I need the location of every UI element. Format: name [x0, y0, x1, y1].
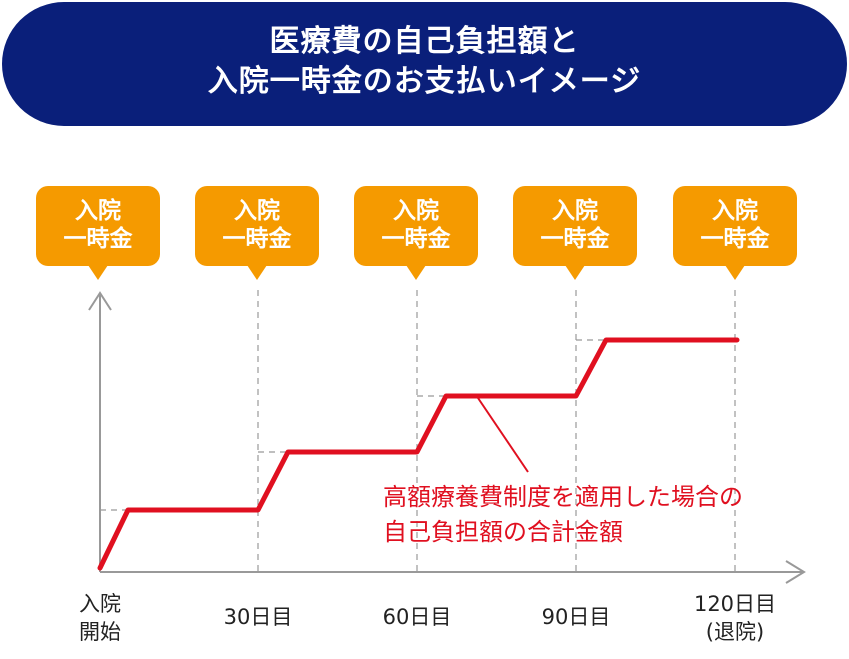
lump-sum-badge-120: 入院 一時金	[673, 186, 797, 280]
x-label-90: 90日目	[521, 603, 631, 631]
badge-line-1: 入院	[552, 198, 598, 224]
title-line-1: 医療費の自己負担額と	[269, 24, 580, 59]
badge-line-1: 入院	[234, 198, 280, 224]
x-label-120-line-2: (退院)	[705, 620, 765, 644]
badge-line-1: 入院	[75, 198, 121, 224]
badge-line-2: 一時金	[63, 226, 133, 252]
y-axis-arrow	[88, 291, 112, 311]
self-pay-total-line	[97, 337, 740, 571]
badge-pointer	[406, 265, 426, 280]
axes	[88, 291, 806, 584]
badge-pointer	[88, 265, 108, 280]
lump-sum-badge-30: 入院 一時金	[195, 186, 319, 280]
badge-pointer	[565, 265, 585, 280]
title-banner: 医療費の自己負担額と 入院一時金のお支払いイメージ	[2, 2, 847, 126]
x-label-30: 30日目	[203, 603, 313, 631]
annotation-leader-line	[477, 397, 529, 473]
badge-line-2: 一時金	[222, 226, 292, 252]
guide-lines	[100, 290, 736, 572]
x-label-60: 60日目	[362, 603, 472, 631]
badge-pointer	[247, 265, 267, 280]
annotation-text: 高額療養費制度を適用した場合の 自己負担額の合計金額	[383, 480, 743, 550]
lump-sum-badge-start: 入院 一時金	[36, 186, 160, 280]
annotation-line-2: 自己負担額の合計金額	[383, 518, 623, 546]
x-label-start: 入院 開始	[45, 590, 155, 646]
x-label-start-line-1: 入院	[79, 592, 121, 616]
x-label-start-line-2: 開始	[79, 620, 121, 644]
badge-line-1: 入院	[393, 198, 439, 224]
badge-line-1: 入院	[712, 198, 758, 224]
x-label-120: 120日目 (退院)	[680, 590, 790, 646]
badge-line-2: 一時金	[700, 226, 770, 252]
x-label-90-line-1: 90日目	[541, 605, 611, 629]
badge-line-2: 一時金	[381, 226, 451, 252]
x-label-60-line-1: 60日目	[382, 605, 452, 629]
badge-pointer	[725, 265, 745, 280]
lump-sum-badge-90: 入院 一時金	[513, 186, 637, 280]
x-axis-arrow	[785, 560, 806, 584]
lump-sum-badge-60: 入院 一時金	[354, 186, 478, 280]
x-label-30-line-1: 30日目	[223, 605, 293, 629]
annotation-line-1: 高額療養費制度を適用した場合の	[383, 483, 743, 511]
x-label-120-line-1: 120日目	[693, 592, 777, 616]
title-line-2: 入院一時金のお支払いイメージ	[207, 64, 642, 99]
badge-line-2: 一時金	[540, 226, 610, 252]
